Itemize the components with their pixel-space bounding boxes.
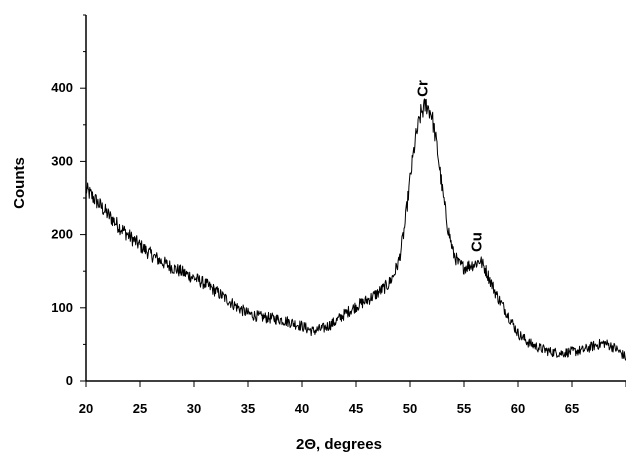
- plot-area: [85, 98, 626, 361]
- x-tick-label: 50: [403, 401, 417, 416]
- y-tick-label: 400: [51, 80, 73, 95]
- y-tick-label: 300: [51, 153, 73, 168]
- x-tick-label: 55: [457, 401, 471, 416]
- x-tick-label: 40: [295, 401, 309, 416]
- y-axis-title: Counts: [11, 157, 28, 209]
- y-tick-label: 200: [51, 227, 73, 242]
- y-tick-label: 100: [51, 300, 73, 315]
- series-line: [85, 98, 626, 361]
- ticks: 0 100 200 300 400 20 25 30 35 40 45 50 55 60 65: [51, 14, 626, 416]
- peak-annotation: Cu: [468, 232, 485, 252]
- axes: [85, 15, 626, 382]
- x-tick-label: 25: [133, 401, 147, 416]
- x-tick-label: 35: [241, 401, 255, 416]
- x-axis-title: 2Θ, degrees: [296, 436, 382, 452]
- x-tick-label: 60: [511, 401, 525, 416]
- peak-annotation: Cr: [414, 80, 431, 97]
- y-tick-label: 0: [66, 373, 73, 388]
- x-tick-label: 45: [349, 401, 363, 416]
- labels: Cr Cu 2Θ, degrees Counts: [11, 80, 485, 452]
- x-tick-label: 20: [79, 401, 93, 416]
- x-tick-label: 65: [565, 401, 579, 416]
- x-tick-label: 30: [187, 401, 201, 416]
